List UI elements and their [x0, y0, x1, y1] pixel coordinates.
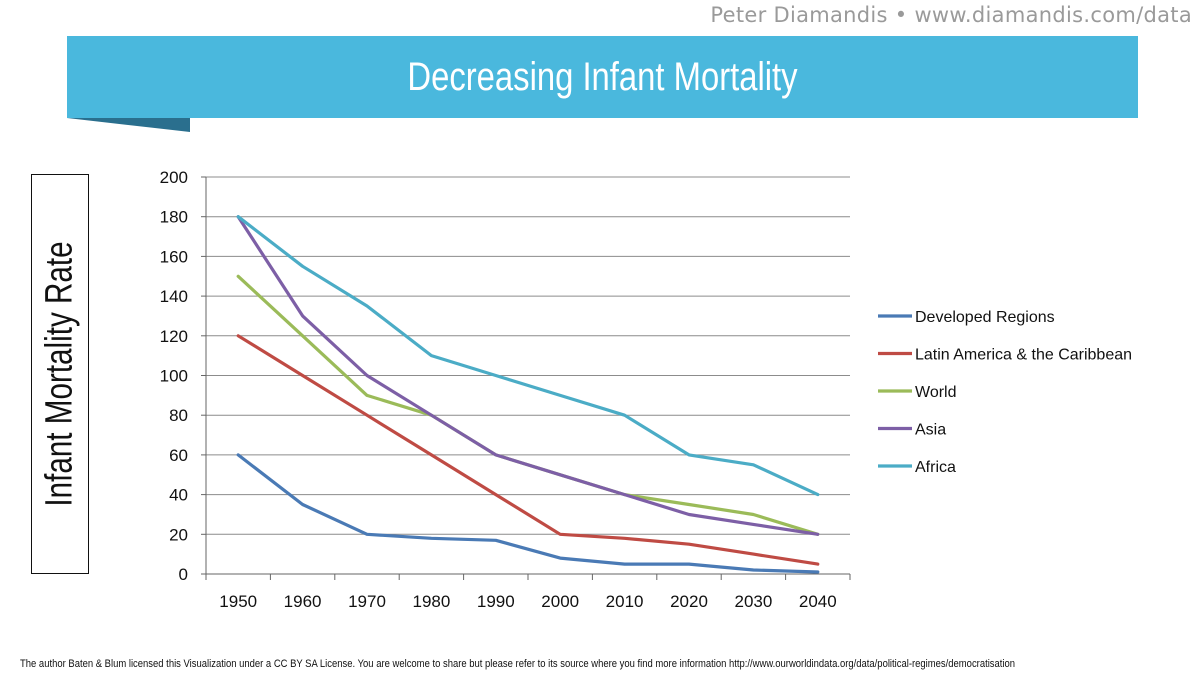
y-axis-label-box: Infant Mortality Rate: [31, 174, 89, 574]
y-tick-label: 100: [160, 367, 188, 386]
legend-label: Africa: [915, 459, 956, 476]
x-tick-label: 1960: [284, 592, 322, 611]
chart-title: Decreasing Infant Mortality: [407, 54, 798, 99]
series-line-latin-america-the-caribbean: [236, 334, 820, 566]
y-tick-label: 20: [169, 525, 188, 544]
banner-fold-shape: [67, 118, 190, 132]
legend-label: World: [915, 384, 957, 401]
license-footer: The author Baten & Blum licensed this Vi…: [20, 658, 1016, 670]
series-line-africa: [236, 215, 820, 497]
y-tick-label: 160: [160, 247, 188, 266]
x-tick-label: 1990: [477, 592, 515, 611]
y-tick-label: 120: [160, 327, 188, 346]
legend-label: Developed Regions: [915, 309, 1055, 326]
x-tick-label: 2000: [541, 592, 579, 611]
x-tick-label: 2040: [799, 592, 837, 611]
y-tick-label: 180: [160, 208, 188, 227]
x-tick-label: 1950: [219, 592, 257, 611]
series-line-developed-regions: [236, 453, 820, 574]
y-tick-label: 60: [169, 446, 188, 465]
y-tick-label: 40: [169, 486, 188, 505]
x-tick-label: 2020: [670, 592, 708, 611]
series-line-asia: [236, 215, 820, 536]
x-tick-label: 1980: [412, 592, 450, 611]
legend-label: Asia: [915, 422, 946, 439]
series-line-world: [236, 274, 820, 536]
y-tick-label: 0: [179, 565, 188, 584]
x-tick-label: 2010: [606, 592, 644, 611]
x-tick-label: 2030: [734, 592, 772, 611]
title-banner: Decreasing Infant Mortality: [67, 36, 1138, 118]
banner-fold: [67, 118, 190, 132]
y-tick-label: 80: [169, 406, 188, 425]
legend-label: Latin America & the Caribbean: [915, 347, 1132, 364]
x-tick-label: 1970: [348, 592, 386, 611]
y-tick-label: 140: [160, 287, 188, 306]
y-tick-label: 200: [160, 168, 188, 187]
attribution-text: Peter Diamandis • www.diamandis.com/data: [710, 3, 1192, 27]
